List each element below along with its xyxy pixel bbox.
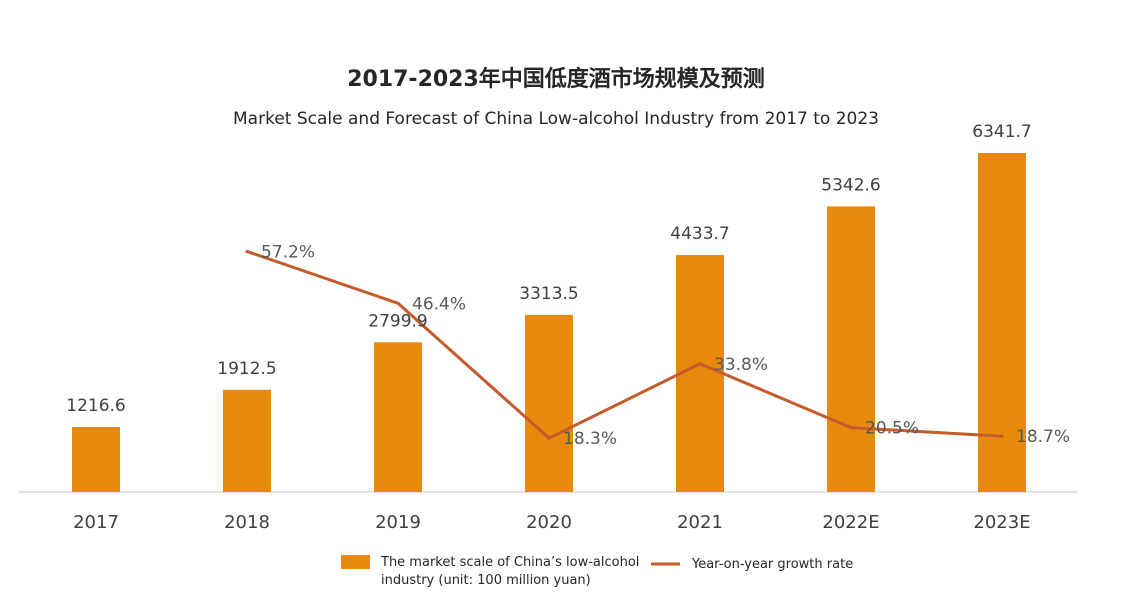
bar-value-label: 5342.6 xyxy=(821,175,880,195)
bar-2019 xyxy=(374,342,422,492)
legend-bar-label-line1: The market scale of China’s low-alcohol xyxy=(380,555,639,570)
growth-rate-label: 20.5% xyxy=(865,419,919,439)
growth-line-group xyxy=(245,249,1004,440)
bar-2017 xyxy=(72,426,120,492)
bar-value-label: 6341.7 xyxy=(972,122,1031,142)
bar-value-label: 4433.7 xyxy=(670,224,729,244)
growth-rate-point xyxy=(849,426,853,430)
chart-title: 2017-2023年中国低度酒市场规模及预测 xyxy=(347,66,765,92)
bar-2022e xyxy=(827,206,875,492)
growth-rate-label: 57.2% xyxy=(261,242,315,262)
x-tick-label: 2022E xyxy=(822,512,879,533)
x-tick-label: 2017 xyxy=(73,512,119,533)
bar-2020 xyxy=(525,314,573,492)
legend: The market scale of China’s low-alcohol … xyxy=(341,555,853,588)
bar-value-label: 2799.9 xyxy=(368,311,427,331)
growth-rate-label: 18.7% xyxy=(1016,427,1070,447)
x-tick-label: 2021 xyxy=(677,512,723,533)
growth-rate-point xyxy=(396,301,400,305)
legend-bar-label-line2: industry (unit: 100 million yuan) xyxy=(381,573,591,588)
growth-rate-label: 33.8% xyxy=(714,355,768,375)
bar-value-label: 1216.6 xyxy=(66,396,125,416)
x-tick-label: 2023E xyxy=(973,512,1030,533)
growth-rate-point xyxy=(547,436,551,440)
growth-rate-label: 18.3% xyxy=(563,429,617,449)
growth-rate-label: 46.4% xyxy=(412,294,466,314)
bar-value-label: 3313.5 xyxy=(519,284,578,304)
chart-subtitle: Market Scale and Forecast of China Low-a… xyxy=(233,109,879,129)
labels-group: 1216.6 2017 1912.5 2018 2799.9 2019 3313.5 2020… xyxy=(66,122,1070,533)
bar-2021 xyxy=(676,254,724,492)
x-tick-label: 2019 xyxy=(375,512,421,533)
legend-bar-swatch xyxy=(341,555,370,569)
growth-rate-point xyxy=(698,362,702,366)
x-tick-label: 2020 xyxy=(526,512,572,533)
growth-rate-point xyxy=(245,249,249,254)
growth-rate-point xyxy=(1000,434,1004,438)
x-tick-label: 2018 xyxy=(224,512,270,533)
bar-value-label: 1912.5 xyxy=(217,359,276,379)
bars-group xyxy=(72,153,1026,492)
growth-rate-line xyxy=(246,250,1003,440)
legend-line-label: Year-on-year growth rate xyxy=(691,557,853,572)
bar-2018 xyxy=(223,389,271,492)
